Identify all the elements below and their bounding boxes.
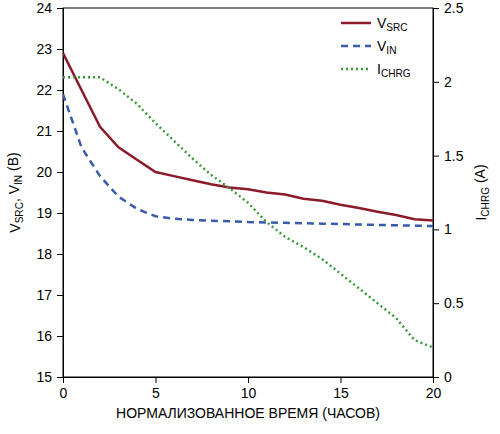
tick-label: 15 [36, 369, 52, 385]
tick-mark [57, 8, 63, 9]
tick-mark [57, 49, 63, 50]
tick: 21 [36, 123, 63, 139]
tick-mark [433, 303, 439, 304]
y2-axis: 0 0.5 1 1.5 2 2.5 [433, 0, 464, 385]
tick: 1.5 [433, 148, 464, 164]
tick-mark [57, 213, 63, 214]
legend-label: VIN [377, 38, 396, 56]
tick-mark [57, 295, 63, 296]
tick-label: 22 [36, 82, 52, 98]
tick-label: 1.5 [444, 148, 464, 164]
tick: 22 [36, 82, 63, 98]
tick-label: 24 [36, 0, 52, 16]
tick-mark [57, 254, 63, 255]
tick-mark [57, 131, 63, 132]
tick-label: 17 [36, 287, 52, 303]
tick: 0.5 [433, 295, 464, 311]
y-axis-title: VSRC, VIN (B) [5, 152, 25, 232]
tick: 17 [36, 287, 63, 303]
legend: VSRC VIN ICHRG [341, 15, 411, 79]
tick: 20 [426, 377, 442, 401]
tick-mark [341, 377, 342, 383]
x-axis-line [64, 378, 434, 384]
tick-mark [57, 172, 63, 173]
plot-frame [63, 8, 433, 377]
plot: 0 5 10 15 20 15 16 17 18 19 20 21 22 23 24 0 0.5 1 1.5 2 2.5… [36, 0, 463, 401]
legend-entry: VSRC [341, 15, 408, 33]
tick-mark [57, 377, 63, 378]
series-line [63, 53, 433, 220]
tick-label: 18 [36, 246, 52, 262]
tick-label: 15 [333, 385, 349, 401]
tick-mark [156, 377, 157, 383]
tick: 19 [36, 205, 63, 221]
tick: 15 [333, 377, 349, 401]
series-line [63, 94, 433, 226]
tick-label: 16 [36, 328, 52, 344]
lines [63, 53, 433, 347]
legend-swatch [341, 45, 371, 48]
x-axis-title: НОРМАЛИЗОВАННОЕ ВРЕМЯ (ЧАСОВ) [116, 405, 380, 421]
tick: 23 [36, 41, 63, 57]
tick: 1 [433, 221, 452, 237]
legend-label: VSRC [377, 15, 408, 33]
tick: 24 [36, 0, 63, 16]
tick: 0 [60, 377, 68, 401]
tick-label: 2 [444, 74, 452, 90]
tick: 5 [152, 377, 160, 401]
tick: 15 [36, 369, 63, 385]
chart: 0 5 10 15 20 15 16 17 18 19 20 21 22 23 24 0 0.5 1 1.5 2 2.5… [0, 0, 500, 434]
tick-mark [433, 377, 439, 378]
tick-label: 23 [36, 41, 52, 57]
tick: 0 [433, 369, 452, 385]
tick: 2.5 [433, 0, 464, 16]
tick-mark [433, 156, 439, 157]
tick-label: 10 [241, 385, 257, 401]
y-axis-line [57, 9, 64, 378]
tick: 10 [241, 377, 257, 401]
y2-axis-line [434, 9, 440, 378]
tick-label: 0.5 [444, 295, 464, 311]
tick: 18 [36, 246, 63, 262]
legend-entry: VIN [341, 38, 396, 56]
tick-label: 5 [152, 385, 160, 401]
tick: 2 [433, 74, 452, 90]
tick-label: 1 [444, 221, 452, 237]
series-line [63, 77, 433, 347]
y2-axis-title: ICHRG (A) [472, 164, 491, 220]
tick-label: 0 [444, 369, 452, 385]
tick: 16 [36, 328, 63, 344]
tick-mark [57, 336, 63, 337]
tick-label: 0 [60, 385, 68, 401]
tick-mark [433, 229, 439, 230]
tick-label: 19 [36, 205, 52, 221]
tick-mark [433, 82, 439, 83]
tick-label: 21 [36, 123, 52, 139]
y-axis: 15 16 17 18 19 20 21 22 23 24 [36, 0, 63, 385]
legend-label: ICHRG [377, 61, 411, 79]
x-axis: 0 5 10 15 20 [60, 377, 442, 401]
tick-mark [433, 8, 439, 9]
tick-mark [248, 377, 249, 383]
legend-swatch [341, 68, 371, 71]
tick-label: 20 [426, 385, 442, 401]
tick-label: 2.5 [444, 0, 464, 16]
tick-label: 20 [36, 164, 52, 180]
tick: 20 [36, 164, 63, 180]
tick-mark [57, 90, 63, 91]
legend-swatch [341, 22, 371, 25]
legend-entry: ICHRG [341, 61, 411, 79]
